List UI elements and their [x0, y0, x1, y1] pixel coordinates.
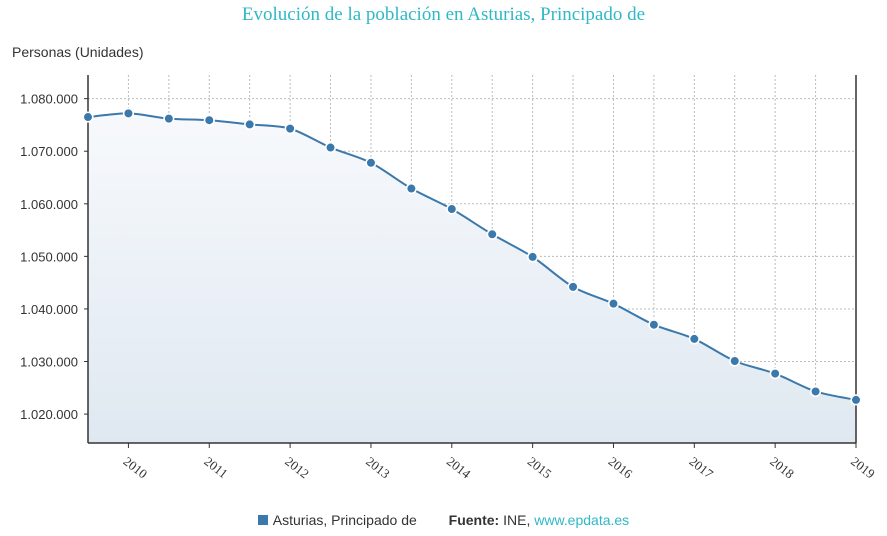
y-tick-label: 1.040.000: [20, 302, 78, 317]
y-tick-label: 1.070.000: [20, 144, 78, 159]
data-point[interactable]: [446, 203, 458, 215]
x-tick-label: 2015: [525, 454, 555, 482]
x-tick-label: 2016: [606, 454, 636, 482]
x-tick-label: 2014: [444, 454, 474, 482]
data-point[interactable]: [122, 107, 135, 119]
source-name: INE,: [503, 512, 531, 528]
data-point[interactable]: [324, 141, 337, 154]
y-tick-label: 1.030.000: [20, 355, 78, 370]
data-point[interactable]: [365, 157, 377, 169]
y-tick-label: 1.060.000: [20, 197, 78, 212]
data-point[interactable]: [284, 123, 296, 135]
y-axis-label: Personas (Unidades): [12, 44, 144, 60]
x-tick-label: 2019: [848, 454, 878, 482]
data-point[interactable]: [648, 319, 660, 331]
data-point[interactable]: [809, 385, 822, 398]
data-point[interactable]: [82, 111, 94, 123]
data-point[interactable]: [405, 182, 417, 195]
legend-swatch: [257, 515, 268, 525]
source-label: Fuente:: [448, 512, 500, 528]
data-point[interactable]: [527, 251, 539, 263]
data-point[interactable]: [486, 228, 498, 240]
x-tick-label: 2011: [201, 454, 230, 482]
x-tick-labels: 2010 2011 2012 2013 2014 2015 2016 2017 2018 2019: [121, 454, 878, 482]
source-link[interactable]: www.epdata.es: [534, 512, 630, 528]
data-point[interactable]: [769, 368, 781, 380]
legend: Asturias, Principado de Fuente: INE, www…: [0, 512, 887, 528]
series-points: [82, 107, 862, 406]
y-tick-label: 1.050.000: [20, 249, 78, 264]
axes: [84, 75, 857, 448]
y-tick-label: 1.080.000: [20, 92, 78, 107]
data-point[interactable]: [567, 281, 579, 293]
x-tick-label: 2017: [686, 454, 716, 482]
legend-series-label: Asturias, Principado de: [272, 512, 417, 528]
data-point[interactable]: [244, 118, 256, 131]
series-area: [88, 113, 856, 444]
data-point[interactable]: [688, 333, 700, 345]
y-tick-labels: 1.020.000 1.030.000 1.040.000 1.050.000 1.06…: [20, 92, 78, 422]
data-point[interactable]: [163, 113, 175, 125]
chart-title: Evolución de la población en Asturias, P…: [241, 4, 646, 25]
x-tick-label: 2012: [282, 454, 312, 482]
x-tick-label: 2013: [363, 454, 393, 482]
x-tick-label: 2018: [767, 454, 797, 482]
y-tick-label: 1.020.000: [20, 407, 78, 422]
data-point[interactable]: [729, 355, 741, 367]
data-point[interactable]: [203, 114, 215, 126]
x-tick-label: 2010: [121, 454, 151, 482]
data-point[interactable]: [850, 394, 862, 406]
data-point[interactable]: [607, 298, 620, 310]
